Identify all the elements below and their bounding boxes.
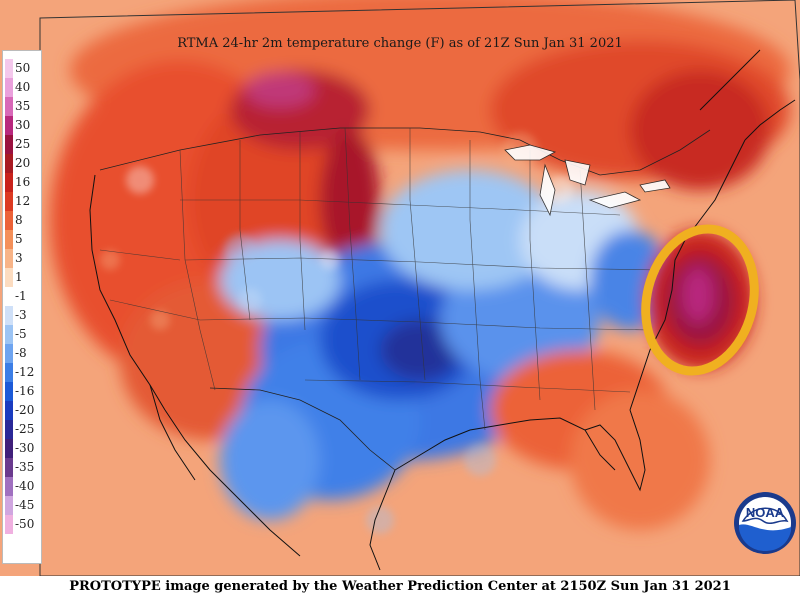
legend-label: 35 — [15, 99, 31, 113]
legend-swatch — [5, 477, 13, 496]
legend-swatch — [5, 287, 13, 306]
legend-label: -16 — [15, 384, 35, 398]
legend-label: 8 — [15, 213, 23, 227]
legend-item: -16 — [3, 382, 41, 401]
legend-item: -20 — [3, 401, 41, 420]
legend-item: 40 — [3, 78, 41, 97]
legend-item: 16 — [3, 173, 41, 192]
legend-item: 30 — [3, 116, 41, 135]
legend-swatch — [5, 458, 13, 477]
legend-item: -35 — [3, 458, 41, 477]
legend-item: -25 — [3, 420, 41, 439]
map-canvas — [0, 0, 800, 576]
projection-border — [39, 0, 800, 576]
legend-swatch — [5, 192, 13, 211]
legend-label: -35 — [15, 460, 35, 474]
legend-item: -5 — [3, 325, 41, 344]
legend-item: 8 — [3, 211, 41, 230]
legend-swatch — [5, 382, 13, 401]
legend-swatch — [5, 420, 13, 439]
legend-item: 50 — [3, 59, 41, 78]
legend-swatch — [5, 306, 13, 325]
legend-item: -12 — [3, 363, 41, 382]
legend-swatch — [5, 496, 13, 515]
legend-swatch — [5, 78, 13, 97]
legend-item: 25 — [3, 135, 41, 154]
legend-swatch — [5, 211, 13, 230]
legend-label: -20 — [15, 403, 35, 417]
legend-swatch — [5, 135, 13, 154]
legend-label: 16 — [15, 175, 31, 189]
legend-label: -50 — [15, 517, 35, 531]
legend-label: 1 — [15, 270, 23, 284]
legend-item: 5 — [3, 230, 41, 249]
legend-item: -30 — [3, 439, 41, 458]
legend-swatch — [5, 173, 13, 192]
legend-swatch — [5, 230, 13, 249]
legend-label: 12 — [15, 194, 31, 208]
map-title: RTMA 24-hr 2m temperature change (F) as … — [177, 36, 623, 51]
legend-swatch — [5, 59, 13, 78]
noaa-bird-icon — [741, 507, 789, 524]
legend-label: -5 — [15, 327, 27, 341]
legend-swatch — [5, 116, 13, 135]
legend-swatch — [5, 97, 13, 116]
legend-swatch — [5, 363, 13, 382]
storm-highlight-circle — [641, 224, 759, 376]
legend-swatch — [5, 268, 13, 287]
legend-item: -50 — [3, 515, 41, 534]
legend-swatch — [5, 515, 13, 534]
legend-label: -30 — [15, 441, 35, 455]
legend-item: -45 — [3, 496, 41, 515]
temperature-change-map: RTMA 24-hr 2m temperature change (F) as … — [0, 0, 800, 576]
legend-item: -8 — [3, 344, 41, 363]
legend-label: 30 — [15, 118, 31, 132]
noaa-logo: NOAA — [733, 491, 797, 555]
color-legend: 50 40 35 30 25 20 16 12 8 5 3 1 -1 -3 -5 -8 -12 -16 -20 -25… — [2, 50, 42, 564]
legend-item: 35 — [3, 97, 41, 116]
legend-label: -3 — [15, 308, 27, 322]
noaa-logo-text: NOAA — [746, 505, 785, 520]
legend-item: 20 — [3, 154, 41, 173]
legend-label: 50 — [15, 61, 31, 75]
legend-swatch — [5, 249, 13, 268]
legend-swatch — [5, 344, 13, 363]
legend-label: -45 — [15, 498, 35, 512]
coastlines — [89, 49, 796, 571]
legend-item: 12 — [3, 192, 41, 211]
legend-label: -40 — [15, 479, 35, 493]
legend-label: -1 — [15, 289, 27, 303]
legend-label: 20 — [15, 156, 31, 170]
legend-swatch — [5, 154, 13, 173]
legend-label: -12 — [15, 365, 35, 379]
legend-label: 5 — [15, 232, 23, 246]
legend-item: 1 — [3, 268, 41, 287]
legend-item: 3 — [3, 249, 41, 268]
legend-item: -40 — [3, 477, 41, 496]
legend-label: -25 — [15, 422, 35, 436]
legend-label: -8 — [15, 346, 27, 360]
state-borders — [99, 127, 661, 431]
legend-item: -1 — [3, 287, 41, 306]
field-texture — [100, 132, 574, 534]
legend-swatch — [5, 325, 13, 344]
legend-label: 25 — [15, 137, 31, 151]
footer-caption: PROTOTYPE image generated by the Weather… — [69, 579, 731, 594]
great-lakes — [504, 144, 671, 217]
legend-label: 3 — [15, 251, 23, 265]
legend-item: -3 — [3, 306, 41, 325]
legend-swatch — [5, 401, 13, 420]
noaa-wave-icon — [739, 524, 791, 551]
legend-label: 40 — [15, 80, 31, 94]
legend-swatch — [5, 439, 13, 458]
